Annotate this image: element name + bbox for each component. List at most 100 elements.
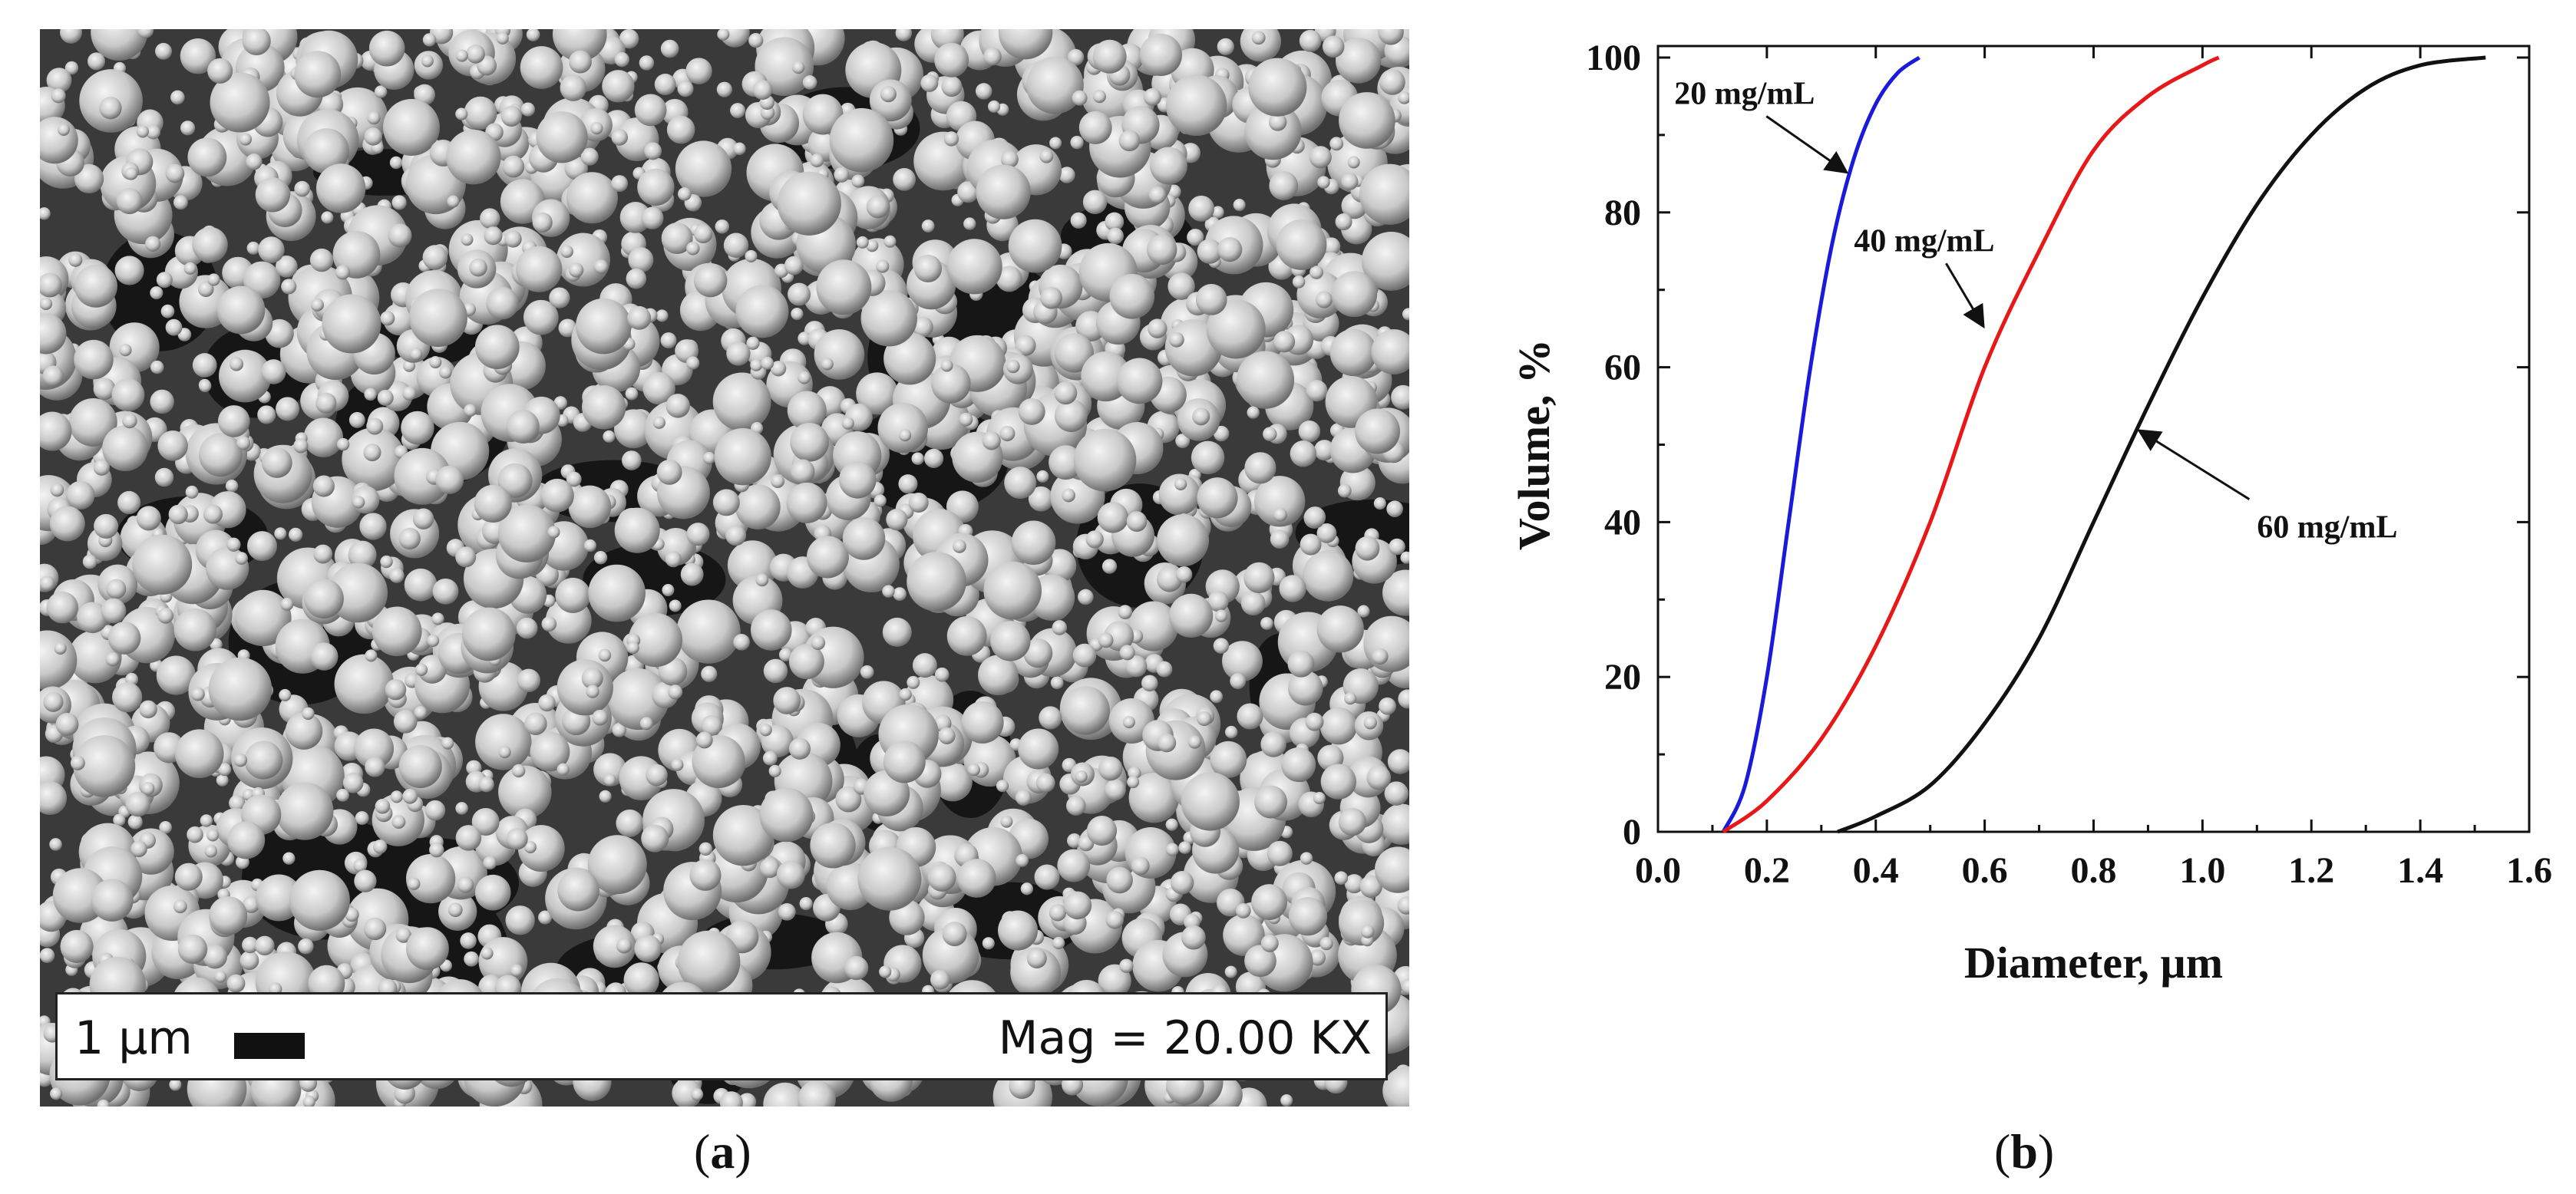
sem-particle: [309, 248, 334, 272]
caption-a: (a): [694, 1124, 751, 1179]
sem-particle: [68, 630, 122, 684]
sem-particle: [1315, 291, 1333, 308]
sem-particle: [352, 496, 365, 509]
sem-particle: [799, 896, 813, 911]
sem-particle: [239, 951, 259, 971]
sem-particle: [746, 336, 760, 350]
sem-particle: [294, 180, 310, 197]
sem-micrograph: 1 µm Mag = 20.00 KX: [40, 29, 1409, 1107]
sem-particle: [677, 930, 741, 994]
sem-particle: [405, 853, 456, 904]
sem-particle: [988, 100, 1001, 113]
sem-particle: [40, 576, 55, 592]
sem-particle: [414, 84, 435, 106]
sem-particle: [200, 814, 213, 827]
sem-particle: [644, 142, 662, 160]
sem-particle: [398, 744, 442, 789]
sem-particle: [860, 665, 874, 679]
sem-particle: [662, 584, 675, 597]
sem-particle: [934, 667, 949, 682]
sem-particle: [931, 364, 971, 404]
sem-particle: [759, 723, 772, 737]
sem-particle: [455, 107, 468, 120]
sem-particle: [583, 539, 597, 552]
y-tick-label: 0: [1623, 812, 1641, 853]
sem-particle: [1336, 38, 1382, 84]
sem-particle: [388, 223, 412, 248]
sem-particle: [1290, 440, 1317, 467]
sem-particle: [946, 239, 1002, 295]
sem-particle: [523, 299, 559, 335]
sem-particle: [1287, 650, 1315, 678]
sem-particle: [74, 163, 104, 194]
sem-particle: [646, 764, 668, 787]
sem-particle: [1181, 772, 1240, 831]
sem-particle: [298, 938, 314, 955]
sem-particle: [811, 635, 826, 651]
sem-particle: [1244, 103, 1302, 160]
sem-particle: [1366, 765, 1392, 790]
sem-particle: [1320, 764, 1356, 800]
sem-particle: [1000, 815, 1013, 828]
sem-particle: [1165, 818, 1178, 831]
sem-particle: [412, 508, 434, 529]
sem-particle: [566, 172, 618, 224]
sem-particle: [130, 840, 147, 858]
sem-particle: [698, 842, 713, 856]
sem-particle: [258, 236, 285, 263]
sem-particle: [480, 208, 500, 229]
sem-particle: [242, 936, 259, 954]
sem-particle: [363, 444, 381, 462]
sem-particle: [927, 863, 956, 892]
sem-particle: [173, 609, 217, 651]
sem-particle: [165, 318, 183, 336]
sem-particle: [497, 463, 533, 498]
scale-bar: [234, 1033, 305, 1059]
sem-particle: [1067, 833, 1082, 849]
sem-particle: [160, 304, 175, 318]
sem-particle: [197, 281, 214, 298]
sem-particle: [616, 938, 632, 954]
sem-particle: [750, 609, 792, 651]
sem-particle: [469, 258, 487, 277]
sem-particle: [564, 156, 588, 180]
sem-particle: [1235, 903, 1251, 919]
series-line-1: [1721, 55, 1920, 833]
sem-particle: [427, 634, 440, 647]
sem-particle: [447, 902, 463, 918]
sem-particle: [1107, 227, 1124, 245]
sem-particle: [1070, 212, 1087, 229]
sem-particle: [730, 103, 746, 119]
sem-particle: [702, 451, 716, 464]
sem-particle: [395, 927, 411, 943]
sem-particle: [1338, 807, 1367, 836]
sem-particle: [547, 526, 560, 539]
sem-particle: [506, 410, 540, 444]
sem-particle: [580, 147, 599, 166]
sem-particle: [763, 658, 788, 684]
y-tick-label: 80: [1604, 193, 1641, 233]
sem-particle: [502, 155, 525, 178]
sem-particle: [770, 361, 787, 377]
sem-particle: [599, 790, 612, 803]
sem-particle: [170, 90, 185, 105]
sem-particle: [91, 29, 148, 61]
sem-particle: [524, 712, 547, 735]
sem-particle: [634, 935, 662, 963]
sem-particle: [654, 74, 676, 96]
sem-particle: [1174, 477, 1187, 490]
sem-particle: [717, 29, 730, 41]
sem-particle: [150, 286, 163, 300]
sem-particle: [383, 302, 416, 336]
sem-particle: [876, 259, 890, 273]
sem-particle: [385, 678, 407, 701]
sem-particle: [217, 405, 250, 437]
sem-particle: [802, 75, 817, 90]
sem-particle: [380, 311, 395, 326]
sem-particle: [474, 325, 520, 370]
sem-particle: [883, 740, 926, 783]
plot-frame: [1656, 45, 2531, 833]
sem-particle: [841, 417, 854, 430]
x-tick-label: 0.8: [2071, 850, 2117, 891]
sem-particle: [116, 188, 143, 215]
